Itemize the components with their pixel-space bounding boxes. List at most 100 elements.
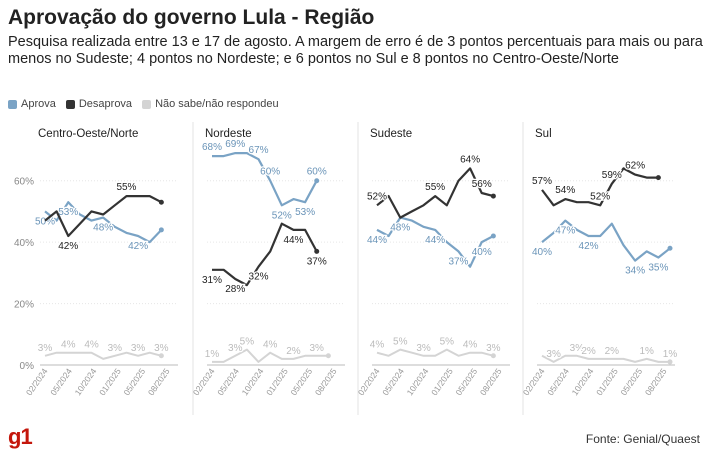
data-label-aprova: 40% xyxy=(472,247,492,258)
legend-swatch-desaprova xyxy=(65,99,75,109)
y-tick-label: 60% xyxy=(14,177,34,188)
series-line-aprova xyxy=(212,152,318,207)
series-point-nao-sabe xyxy=(667,359,673,365)
data-label-nao-sabe: 3% xyxy=(310,343,325,354)
x-tick-label: 05/2024 xyxy=(48,366,74,397)
x-tick-label: 05/2024 xyxy=(215,366,241,397)
data-label-desaprova: 52% xyxy=(367,191,387,202)
series-line-desaprova xyxy=(44,195,162,238)
series-line-aprova xyxy=(44,201,163,244)
data-label-aprova: 60% xyxy=(307,167,327,178)
data-label-aprova: 42% xyxy=(579,241,599,252)
data-label-aprova: 42% xyxy=(128,241,148,252)
data-label-desaprova: 55% xyxy=(425,182,445,193)
series-point-nao-sabe xyxy=(490,353,496,359)
x-tick-label: 02/2024 xyxy=(191,366,217,397)
data-label-nao-sabe: 3% xyxy=(546,349,561,360)
x-tick-label: 05/2025 xyxy=(288,366,314,397)
legend-swatch-aprova xyxy=(8,99,17,109)
legend-swatch-nao-sabe xyxy=(142,99,152,109)
chart-title: Aprovação do governo Lula - Região xyxy=(8,6,375,29)
panel-title-3: Sul xyxy=(535,128,552,140)
x-tick-label: 08/2025 xyxy=(643,366,669,397)
data-label-nao-sabe: 2% xyxy=(581,346,596,357)
series-point-aprova xyxy=(667,245,673,251)
data-label-nao-sabe: 3% xyxy=(228,343,243,354)
data-label-aprova: 47% xyxy=(555,226,575,237)
data-label-nao-sabe: 1% xyxy=(205,349,220,360)
data-label-aprova: 40% xyxy=(532,247,552,258)
x-tick-label: 05/2024 xyxy=(545,366,571,397)
panel-title-2: Sudeste xyxy=(370,128,412,140)
y-tick-label: 0% xyxy=(20,361,35,372)
series-line-aprova xyxy=(541,219,671,262)
data-label-desaprova: 56% xyxy=(472,179,492,190)
x-tick-label: 10/2024 xyxy=(73,366,99,397)
x-tick-label: 10/2024 xyxy=(570,366,596,397)
data-label-aprova: 44% xyxy=(425,235,445,246)
x-tick-label: 10/2024 xyxy=(405,366,431,397)
x-tick-label: 10/2024 xyxy=(240,366,266,397)
legend: Aprova Desaprova Não sabe/não respondeu xyxy=(8,98,279,110)
series-point-aprova xyxy=(158,227,164,233)
x-tick-label: 01/2025 xyxy=(429,366,455,397)
data-label-nao-sabe: 3% xyxy=(108,343,123,354)
data-label-aprova: 53% xyxy=(295,207,315,218)
data-label-aprova: 68% xyxy=(202,142,222,153)
series-line-aprova xyxy=(376,216,494,268)
data-label-aprova: 67% xyxy=(249,145,269,156)
panel-title-0: Centro-Oeste/Norte xyxy=(38,128,138,140)
series-point-desaprova xyxy=(490,193,496,199)
data-label-desaprova: 54% xyxy=(555,185,575,196)
data-label-nao-sabe: 4% xyxy=(84,340,99,351)
series-point-nao-sabe xyxy=(325,353,331,359)
data-label-nao-sabe: 4% xyxy=(61,340,76,351)
chart-subtitle: Pesquisa realizada entre 13 e 17 de agos… xyxy=(8,34,703,67)
data-label-nao-sabe: 4% xyxy=(370,340,385,351)
data-label-aprova: 44% xyxy=(367,235,387,246)
x-tick-label: 08/2025 xyxy=(313,366,339,397)
data-label-nao-sabe: 3% xyxy=(154,343,169,354)
x-tick-label: 05/2025 xyxy=(121,366,147,397)
data-label-aprova: 69% xyxy=(225,139,245,150)
data-label-nao-sabe: 4% xyxy=(263,340,278,351)
series-point-nao-sabe xyxy=(158,353,164,359)
data-label-desaprova: 31% xyxy=(202,275,222,286)
panel-title-1: Nordeste xyxy=(205,128,252,140)
x-tick-label: 05/2025 xyxy=(618,366,644,397)
data-label-nao-sabe: 1% xyxy=(663,349,678,360)
x-tick-label: 05/2025 xyxy=(453,366,479,397)
legend-item-aprova: Aprova xyxy=(8,98,56,110)
x-tick-label: 05/2024 xyxy=(380,366,406,397)
data-label-desaprova: 55% xyxy=(116,182,136,193)
data-label-desaprova: 59% xyxy=(602,170,622,181)
data-label-nao-sabe: 2% xyxy=(605,346,620,357)
data-label-nao-sabe: 4% xyxy=(463,340,478,351)
data-label-nao-sabe: 3% xyxy=(131,343,146,354)
data-label-aprova: 37% xyxy=(448,256,468,267)
data-label-nao-sabe: 3% xyxy=(570,343,585,354)
data-label-aprova: 48% xyxy=(93,223,113,234)
x-tick-label: 01/2025 xyxy=(264,366,290,397)
data-label-aprova: 53% xyxy=(58,207,78,218)
y-tick-label: 40% xyxy=(14,238,34,249)
series-point-aprova xyxy=(490,233,496,239)
data-label-nao-sabe: 3% xyxy=(486,343,501,354)
data-label-aprova: 35% xyxy=(648,263,668,274)
data-label-nao-sabe: 1% xyxy=(640,346,655,357)
x-tick-label: 08/2025 xyxy=(478,366,504,397)
data-label-desaprova: 37% xyxy=(307,256,327,267)
series-point-aprova xyxy=(314,178,320,184)
data-label-desaprova: 32% xyxy=(249,272,269,283)
series-line-nao-sabe xyxy=(376,348,494,357)
data-label-aprova: 52% xyxy=(272,210,292,221)
x-tick-label: 01/2025 xyxy=(594,366,620,397)
data-label-nao-sabe: 5% xyxy=(240,337,255,348)
series-line-nao-sabe xyxy=(44,351,162,360)
data-label-nao-sabe: 5% xyxy=(393,337,408,348)
series-line-desaprova xyxy=(541,167,659,207)
legend-label-aprova: Aprova xyxy=(21,98,56,110)
legend-label-desaprova: Desaprova xyxy=(78,98,133,110)
series-line-desaprova xyxy=(376,167,494,219)
legend-item-nao-sabe: Não sabe/não respondeu xyxy=(142,98,279,110)
